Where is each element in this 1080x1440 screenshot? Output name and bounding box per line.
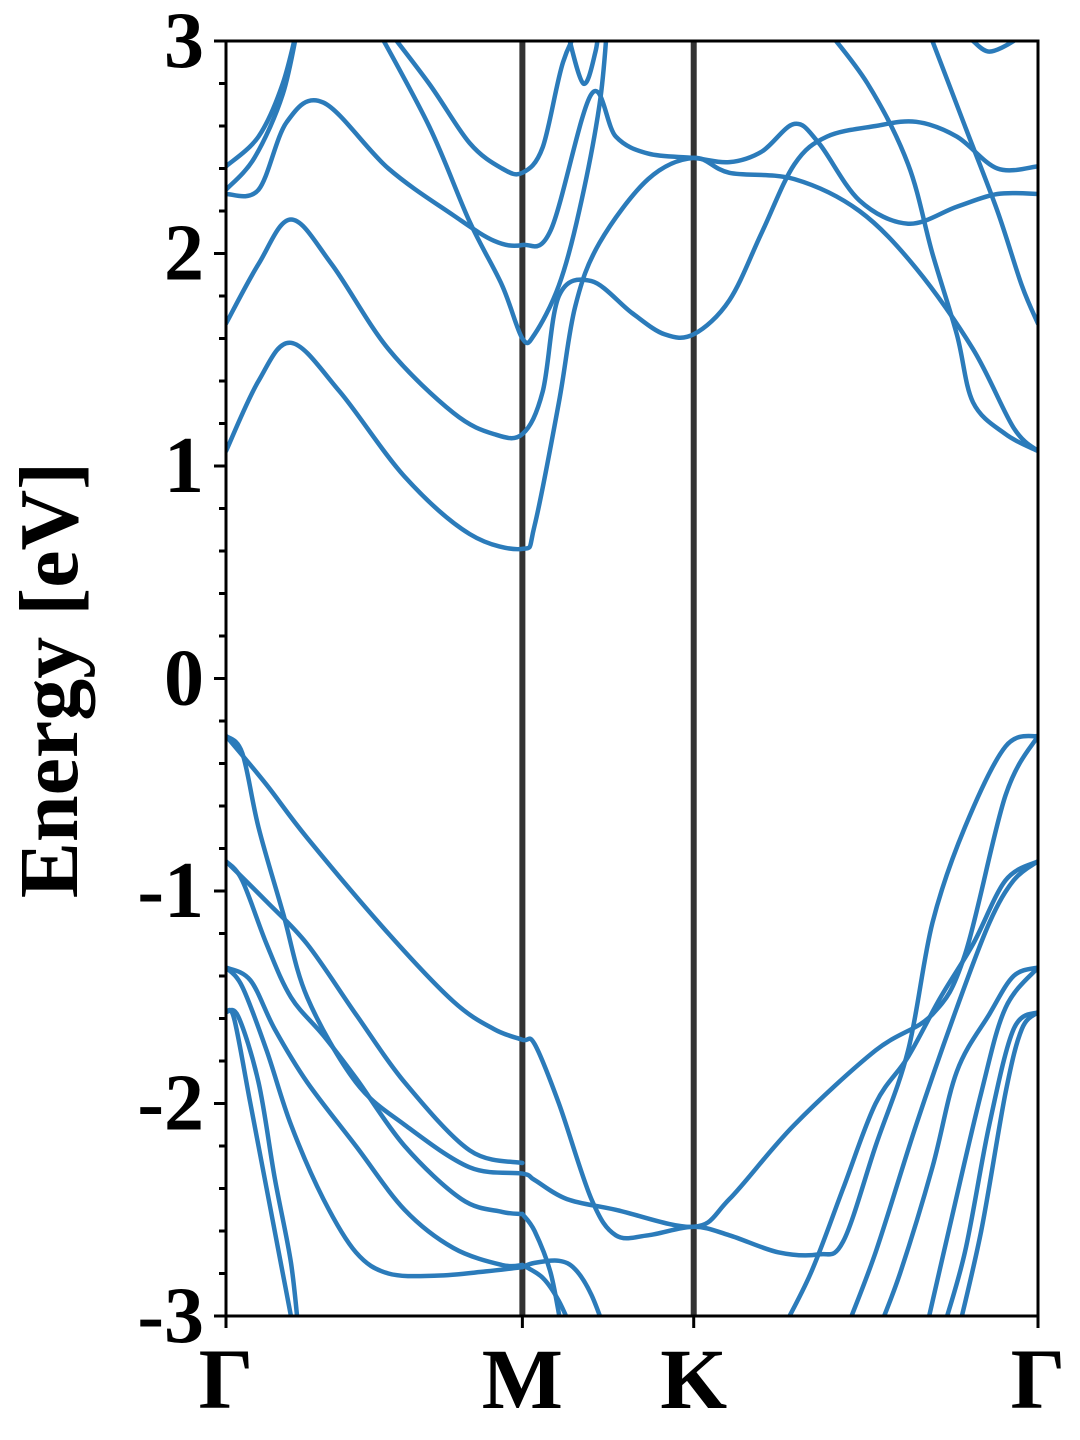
band-line-8 xyxy=(567,41,600,86)
y-tick-label: 2 xyxy=(164,210,204,298)
band-line-4 xyxy=(226,119,1038,441)
band-line-22 xyxy=(520,1258,603,1316)
band-line-14 xyxy=(226,859,525,1166)
band-line-3 xyxy=(226,88,1038,249)
band-line-19 xyxy=(226,1007,294,1316)
y-axis-label: Energy [eV] xyxy=(3,462,96,898)
x-tick-label-M: M xyxy=(482,1331,563,1427)
band-line-11 xyxy=(970,41,1018,54)
high-symmetry-lines xyxy=(519,41,697,1316)
band-line-23 xyxy=(786,859,1038,1316)
band-line-26 xyxy=(926,965,1038,1316)
band-line-20 xyxy=(520,1211,562,1316)
band-line-2 xyxy=(226,41,298,193)
band-line-18 xyxy=(226,1007,300,1316)
x-tick-label-K: K xyxy=(660,1331,727,1427)
x-tick-label-Γ: Γ xyxy=(1011,1331,1066,1427)
y-tick-label: -2 xyxy=(137,1060,204,1148)
band-line-9 xyxy=(930,41,1038,326)
y-axis-ticks: 3 2 1 0 -1 -2 -3 xyxy=(137,0,226,1360)
band-line-5 xyxy=(226,155,1038,552)
band-line-10 xyxy=(833,41,1038,454)
band-lines xyxy=(226,41,1038,1316)
y-tick-label: 3 xyxy=(164,0,204,85)
band-line-13 xyxy=(226,733,1038,1230)
band-line-16 xyxy=(226,965,525,1269)
band-line-25 xyxy=(881,965,1038,1316)
x-tick-label-Γ: Γ xyxy=(199,1331,254,1427)
band-line-15 xyxy=(226,859,525,1217)
band-line-21 xyxy=(520,1262,569,1316)
y-tick-label: 1 xyxy=(164,422,204,510)
y-tick-label: -3 xyxy=(137,1272,204,1360)
band-line-17 xyxy=(226,965,525,1279)
band-line-12 xyxy=(226,733,1038,1258)
y-tick-label: 0 xyxy=(164,635,204,723)
band-line-24 xyxy=(849,859,1038,1316)
y-tick-label: -1 xyxy=(137,847,204,935)
band-line-28 xyxy=(959,1009,1038,1316)
band-line-6 xyxy=(393,41,575,177)
band-line-7 xyxy=(381,41,609,346)
band-line-27 xyxy=(944,1009,1038,1316)
